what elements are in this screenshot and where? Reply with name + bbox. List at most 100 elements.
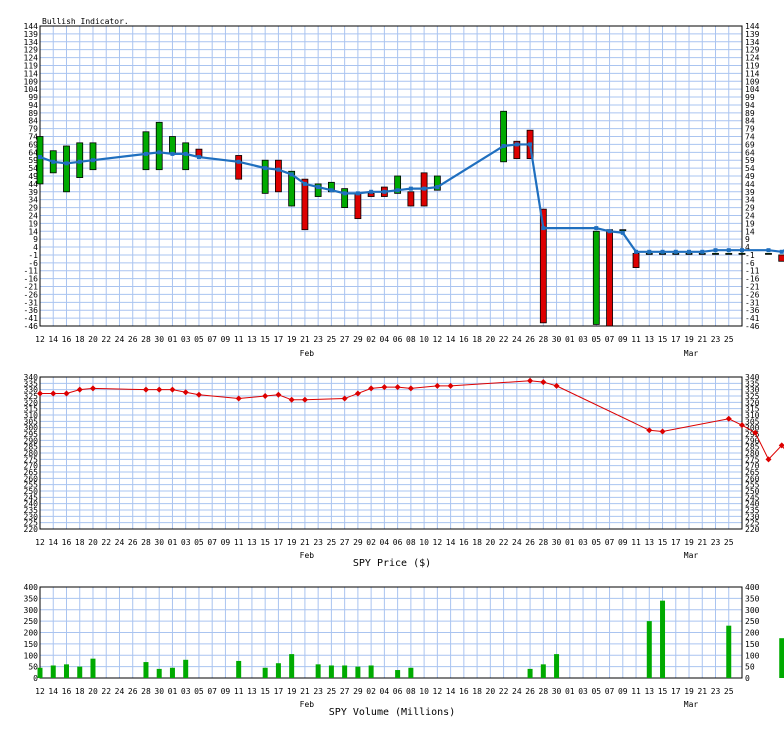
volume-bar — [328, 665, 334, 678]
y-tick-label-left: 240 — [24, 500, 39, 509]
y-tick-label-right: 150 — [745, 640, 760, 649]
y-tick-label-right: 280 — [745, 449, 760, 458]
y-tick-label-right: 49 — [745, 172, 755, 181]
x-tick-label: 06 — [393, 335, 403, 344]
x-tick-label: 04 — [380, 538, 390, 547]
average-point — [726, 248, 731, 253]
x-tick-label: 26 — [525, 538, 535, 547]
x-tick-label: 19 — [287, 538, 297, 547]
average-point — [395, 188, 400, 193]
bullish-bar-down — [539, 208, 547, 324]
y-tick-label-right: 300 — [745, 606, 760, 615]
y-tick-label-left: 150 — [24, 640, 39, 649]
y-tick-label-left: 200 — [24, 629, 39, 638]
x-tick-label: 27 — [340, 538, 350, 547]
x-tick-label: 16 — [459, 335, 469, 344]
x-tick-label: 18 — [75, 335, 85, 344]
price-point — [288, 396, 295, 403]
x-tick-label: 30 — [154, 538, 164, 547]
x-tick-label: 30 — [552, 538, 562, 547]
y-tick-label-right: 59 — [745, 156, 755, 165]
volume-bar — [37, 667, 43, 678]
average-point — [607, 229, 612, 234]
volume-bar — [395, 670, 401, 678]
y-tick-label-right: -26 — [745, 290, 760, 299]
y-tick-label-right: -31 — [745, 298, 760, 307]
average-point — [342, 191, 347, 196]
volume-bar — [143, 662, 149, 678]
y-tick-label-left: 139 — [24, 30, 39, 39]
x-tick-label: 02 — [366, 687, 376, 696]
y-tick-label-right: 295 — [745, 430, 760, 439]
volume-bar — [368, 665, 374, 678]
x-tick-label: 20 — [486, 687, 496, 696]
x-tick-label: 13 — [644, 538, 654, 547]
x-tick-label: 10 — [419, 335, 429, 344]
y-tick-label-left: -36 — [24, 306, 39, 315]
average-point — [196, 155, 201, 160]
bullish-bar-up — [288, 170, 296, 207]
average-point — [183, 151, 188, 156]
bullish-bar-up — [36, 136, 44, 185]
x-tick-label: 16 — [459, 538, 469, 547]
x-tick-label: 18 — [75, 538, 85, 547]
y-tick-label-left: 275 — [24, 455, 39, 464]
x-tick-label: 13 — [644, 335, 654, 344]
y-tick-label-left: 59 — [28, 156, 38, 165]
x-tick-label: 01 — [565, 538, 575, 547]
y-tick-label-right: 119 — [745, 61, 760, 70]
plot-border — [39, 586, 743, 679]
average-point — [329, 188, 334, 193]
x-tick-label: 12 — [433, 687, 443, 696]
y-tick-label-left: 255 — [24, 481, 39, 490]
x-tick-label: 25 — [724, 335, 734, 344]
bullish-bar-up — [341, 188, 349, 208]
y-tick-label-left: 330 — [24, 386, 39, 395]
volume-bar — [646, 621, 652, 678]
average-point — [779, 249, 784, 254]
y-tick-label-right: 300 — [745, 424, 760, 433]
x-tick-label: 03 — [578, 687, 588, 696]
y-tick-label-right: 99 — [745, 93, 755, 102]
volume-bar — [289, 654, 295, 678]
average-point — [700, 249, 705, 254]
x-tick-label: 14 — [48, 538, 58, 547]
y-tick-label-left: 285 — [24, 443, 39, 452]
average-point — [263, 166, 268, 171]
average-point — [302, 181, 307, 186]
x-tick-label: 20 — [88, 335, 98, 344]
y-tick-label-right: 330 — [745, 386, 760, 395]
average-point — [620, 230, 625, 235]
x-tick-label: 20 — [88, 687, 98, 696]
x-tick-label: 19 — [684, 335, 694, 344]
x-tick-label: 25 — [724, 687, 734, 696]
bullish-bar-up — [314, 183, 322, 197]
x-tick-label: 10 — [419, 538, 429, 547]
y-tick-label-right: 320 — [745, 398, 760, 407]
month-label: Feb — [300, 551, 315, 560]
plot-border — [39, 376, 743, 530]
average-point — [501, 144, 506, 148]
x-tick-label: 29 — [353, 687, 363, 696]
average-point — [276, 167, 281, 172]
x-tick-label: 08 — [406, 687, 416, 696]
volume-bar — [726, 625, 732, 678]
y-tick-label-right: 340 — [745, 373, 760, 382]
average-point — [38, 155, 42, 160]
bullish-bar-up — [712, 252, 719, 255]
y-tick-label-left: 119 — [24, 61, 39, 70]
x-tick-label: 05 — [194, 687, 204, 696]
average-point — [713, 248, 718, 253]
y-tick-label-left: 325 — [24, 392, 39, 401]
x-tick-label: 13 — [247, 538, 257, 547]
bullish-bar-up — [500, 110, 507, 163]
x-tick-label: 26 — [128, 538, 138, 547]
y-tick-label-left: -31 — [24, 298, 39, 307]
y-tick-label-right: 109 — [745, 77, 760, 86]
month-label: Feb — [300, 700, 315, 709]
y-tick-label-left: 134 — [24, 38, 39, 47]
x-tick-label: 22 — [499, 687, 509, 696]
y-tick-label-right: -21 — [745, 283, 760, 292]
